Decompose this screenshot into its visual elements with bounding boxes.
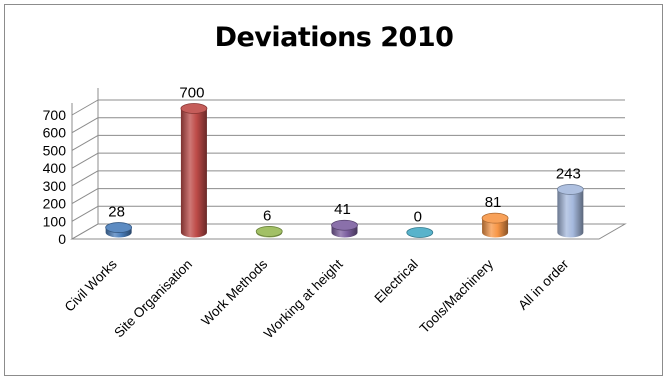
category-label: All in order bbox=[515, 256, 572, 313]
data-label: 0 bbox=[414, 209, 422, 226]
y-tick-label: 300 bbox=[43, 178, 67, 194]
gridline-depth bbox=[71, 170, 99, 187]
bar-body bbox=[180, 108, 207, 238]
data-label: 243 bbox=[556, 165, 581, 182]
bar bbox=[331, 219, 358, 238]
y-tick-label: 400 bbox=[43, 160, 67, 176]
bar-top bbox=[481, 212, 509, 224]
bar-top bbox=[105, 222, 133, 233]
category-label: Work Methods bbox=[198, 256, 270, 328]
y-tick-label: 200 bbox=[43, 196, 67, 212]
bar-layer bbox=[105, 103, 584, 238]
category-label: Tools/Machinery bbox=[417, 256, 497, 336]
bar bbox=[180, 103, 208, 238]
data-label: 81 bbox=[485, 194, 502, 211]
gridline-depth bbox=[71, 99, 99, 116]
bar bbox=[406, 227, 434, 238]
y-tick-label: 500 bbox=[43, 142, 67, 158]
data-label: 6 bbox=[263, 207, 271, 224]
category-label: Civil Works bbox=[62, 256, 120, 314]
bar-top bbox=[180, 103, 208, 114]
bar-body bbox=[557, 189, 584, 238]
gridline-depth bbox=[71, 134, 99, 151]
data-label: 41 bbox=[334, 201, 351, 218]
category-label: Site Organisation bbox=[111, 257, 195, 341]
bar-top bbox=[406, 227, 434, 238]
bar bbox=[556, 184, 584, 238]
data-label: 700 bbox=[179, 85, 204, 102]
y-tick-label: 700 bbox=[43, 107, 67, 123]
bar-body bbox=[482, 218, 509, 238]
gridline-depth bbox=[71, 117, 99, 134]
gridline-depth bbox=[71, 188, 99, 205]
chart-frame bbox=[4, 4, 663, 376]
bar bbox=[255, 226, 283, 238]
chart-title: Deviations 2010 bbox=[214, 22, 454, 53]
chart-floor bbox=[70, 223, 627, 240]
category-label: Electrical bbox=[372, 257, 421, 306]
y-tick-label: 0 bbox=[58, 231, 66, 247]
bar bbox=[481, 212, 509, 238]
y-tick-label: 600 bbox=[43, 125, 67, 141]
gridline-depth bbox=[71, 152, 99, 169]
category-label: Working at height bbox=[261, 256, 346, 341]
gridline-depth bbox=[71, 205, 99, 222]
bar bbox=[105, 222, 133, 238]
bar-top bbox=[331, 219, 358, 231]
bar-top bbox=[556, 184, 584, 195]
bar-top bbox=[255, 226, 283, 237]
data-label: 28 bbox=[108, 204, 125, 221]
y-tick-label: 100 bbox=[43, 213, 67, 229]
